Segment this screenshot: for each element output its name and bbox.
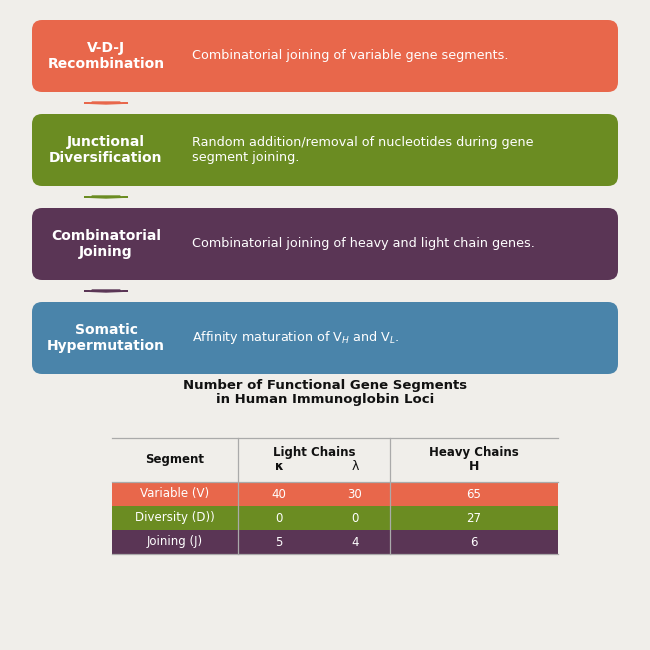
Text: Combinatorial
Joining: Combinatorial Joining — [51, 229, 161, 259]
Text: 4: 4 — [351, 536, 359, 549]
Polygon shape — [84, 290, 128, 292]
FancyBboxPatch shape — [32, 208, 618, 280]
Text: λ: λ — [351, 460, 359, 473]
Text: Combinatorial joining of variable gene segments.: Combinatorial joining of variable gene s… — [192, 49, 508, 62]
Text: 0: 0 — [351, 512, 359, 525]
Polygon shape — [84, 102, 128, 104]
Text: Affinity maturation of V: Affinity maturation of V — [0, 649, 1, 650]
Text: 27: 27 — [467, 512, 482, 525]
Text: Affinity maturation of $\mathdefault{V}_H$ and $\mathdefault{V}_L$.: Affinity maturation of $\mathdefault{V}_… — [192, 330, 400, 346]
Text: 0: 0 — [276, 512, 283, 525]
Text: Light Chains: Light Chains — [273, 446, 356, 459]
Text: Junctional
Diversification: Junctional Diversification — [49, 135, 162, 165]
Text: Number of Functional Gene Segments: Number of Functional Gene Segments — [183, 379, 467, 392]
Text: 40: 40 — [272, 488, 287, 500]
Text: Diversity (D)): Diversity (D)) — [135, 512, 215, 525]
Text: 30: 30 — [348, 488, 363, 500]
Text: in Human Immunoglobin Loci: in Human Immunoglobin Loci — [216, 393, 434, 406]
Text: 65: 65 — [467, 488, 482, 500]
Text: 5: 5 — [276, 536, 283, 549]
Text: V-D-J
Recombination: V-D-J Recombination — [47, 41, 164, 71]
Text: Variable (V): Variable (V) — [140, 488, 209, 500]
FancyBboxPatch shape — [32, 20, 618, 92]
Text: Heavy Chains: Heavy Chains — [429, 446, 519, 459]
FancyBboxPatch shape — [32, 114, 618, 186]
Text: Joining (J): Joining (J) — [147, 536, 203, 549]
Text: κ: κ — [274, 460, 283, 473]
Text: Combinatorial joining of heavy and light chain genes.: Combinatorial joining of heavy and light… — [192, 237, 535, 250]
Bar — [112, 506, 558, 530]
Text: Somatic
Hypermutation: Somatic Hypermutation — [47, 323, 165, 353]
Text: Random addition/removal of nucleotides during gene
segment joining.: Random addition/removal of nucleotides d… — [192, 136, 534, 164]
Text: 6: 6 — [470, 536, 478, 549]
FancyBboxPatch shape — [32, 302, 618, 374]
Text: H: H — [469, 460, 479, 473]
Bar — [112, 482, 558, 506]
Polygon shape — [84, 196, 128, 198]
Text: Segment: Segment — [146, 453, 205, 466]
Bar — [112, 530, 558, 554]
